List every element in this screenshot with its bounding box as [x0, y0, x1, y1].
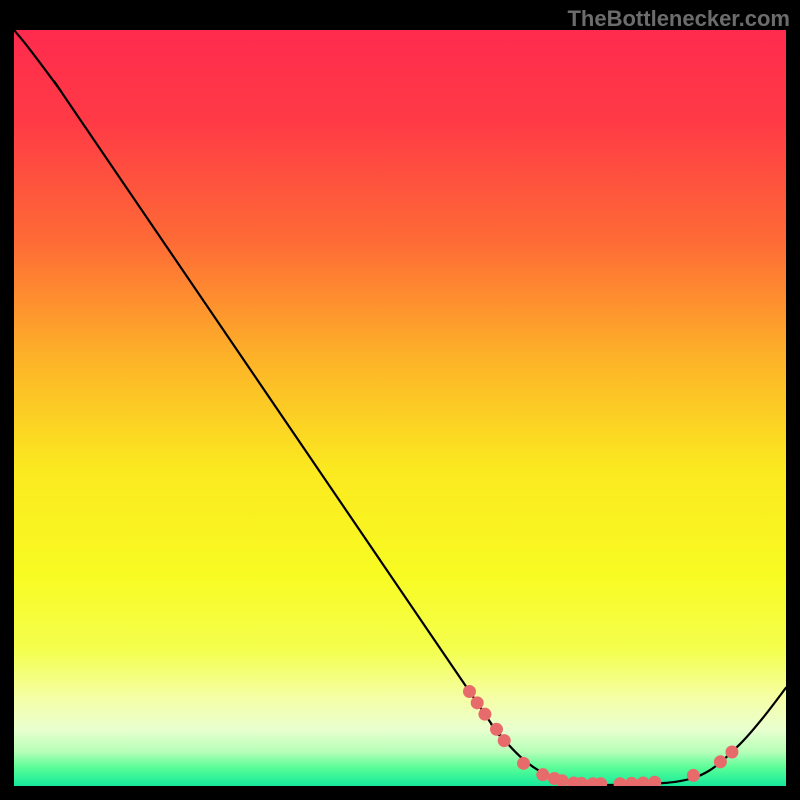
chart-svg: [14, 30, 786, 786]
data-marker: [725, 745, 738, 758]
data-marker: [498, 734, 511, 747]
data-marker: [463, 685, 476, 698]
data-marker: [517, 757, 530, 770]
data-marker: [478, 708, 491, 721]
data-marker: [536, 768, 549, 781]
data-marker: [490, 723, 503, 736]
chart-container: TheBottlenecker.com: [0, 0, 800, 800]
data-marker: [471, 696, 484, 709]
data-marker: [714, 755, 727, 768]
gradient-background: [14, 30, 786, 786]
plot-area: [14, 30, 786, 786]
data-marker: [687, 769, 700, 782]
watermark-label: TheBottlenecker.com: [567, 6, 790, 32]
